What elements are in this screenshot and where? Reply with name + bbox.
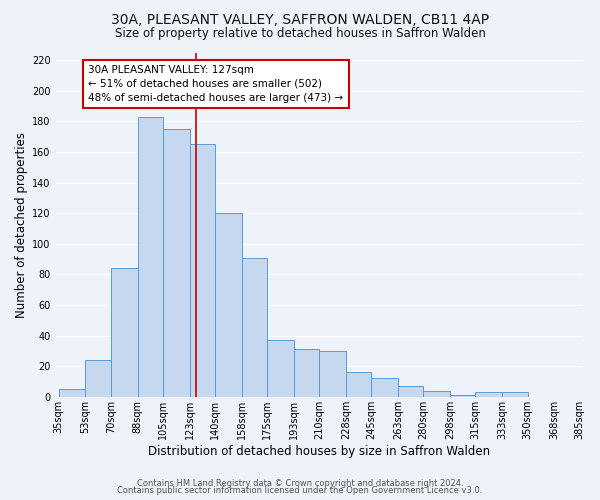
X-axis label: Distribution of detached houses by size in Saffron Walden: Distribution of detached houses by size …	[148, 444, 490, 458]
Bar	[398, 386, 424, 397]
Bar	[450, 396, 475, 397]
Bar	[346, 372, 371, 397]
Bar	[59, 389, 85, 397]
Text: 30A PLEASANT VALLEY: 127sqm
← 51% of detached houses are smaller (502)
48% of se: 30A PLEASANT VALLEY: 127sqm ← 51% of det…	[88, 64, 344, 102]
Bar	[163, 129, 190, 397]
Text: 30A, PLEASANT VALLEY, SAFFRON WALDEN, CB11 4AP: 30A, PLEASANT VALLEY, SAFFRON WALDEN, CB…	[111, 12, 489, 26]
Text: Size of property relative to detached houses in Saffron Walden: Size of property relative to detached ho…	[115, 28, 485, 40]
Bar	[319, 351, 346, 397]
Bar	[137, 117, 163, 397]
Text: Contains public sector information licensed under the Open Government Licence v3: Contains public sector information licen…	[118, 486, 482, 495]
Text: Contains HM Land Registry data © Crown copyright and database right 2024.: Contains HM Land Registry data © Crown c…	[137, 478, 463, 488]
Bar	[371, 378, 398, 397]
Bar	[242, 258, 267, 397]
Bar	[215, 213, 242, 397]
Bar	[502, 392, 527, 397]
Bar	[85, 360, 111, 397]
Bar	[475, 392, 502, 397]
Bar	[294, 350, 319, 397]
Y-axis label: Number of detached properties: Number of detached properties	[15, 132, 28, 318]
Bar	[190, 144, 215, 397]
Bar	[267, 340, 294, 397]
Bar	[111, 268, 137, 397]
Bar	[424, 390, 450, 397]
